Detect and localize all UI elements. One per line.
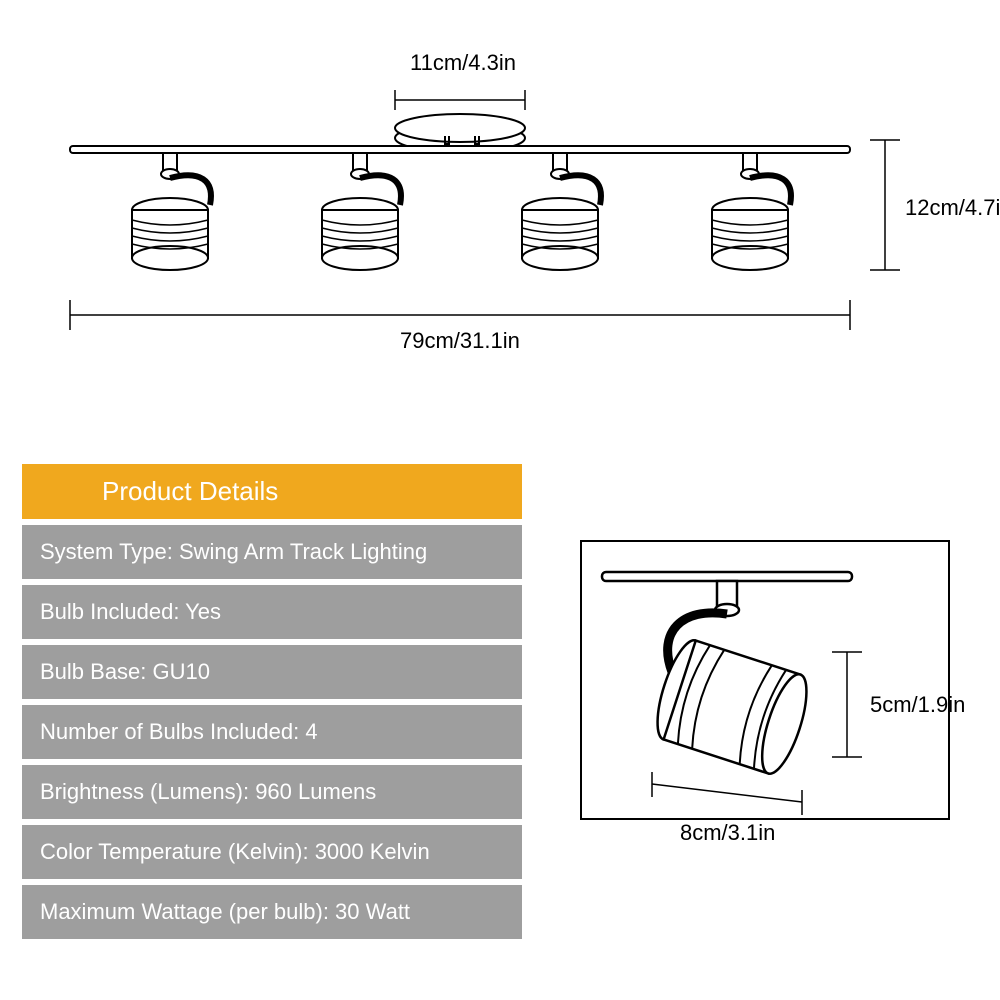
details-row: System Type: Swing Arm Track Lighting: [22, 525, 522, 579]
details-row: Number of Bulbs Included: 4: [22, 705, 522, 759]
head-depth-label: 8cm/3.1in: [680, 820, 775, 846]
head-height-label: 5cm/1.9in: [870, 692, 965, 718]
details-row: Brightness (Lumens): 960 Lumens: [22, 765, 522, 819]
details-row: Bulb Included: Yes: [22, 585, 522, 639]
details-header: Product Details: [22, 464, 522, 519]
product-details-table: Product Details System Type: Swing Arm T…: [22, 464, 522, 939]
canopy-width-label: 11cm/4.3in: [410, 50, 516, 76]
top-product-diagram: 11cm/4.3in: [60, 50, 940, 380]
head-detail-box: [580, 540, 950, 820]
details-row: Maximum Wattage (per bulb): 30 Watt: [22, 885, 522, 939]
fixture-svg: [60, 80, 940, 360]
total-height-label: 12cm/4.7in: [905, 195, 1000, 221]
head-detail-svg: [582, 542, 948, 818]
total-width-label: 79cm/31.1in: [400, 328, 520, 354]
details-row: Color Temperature (Kelvin): 3000 Kelvin: [22, 825, 522, 879]
details-row: Bulb Base: GU10: [22, 645, 522, 699]
